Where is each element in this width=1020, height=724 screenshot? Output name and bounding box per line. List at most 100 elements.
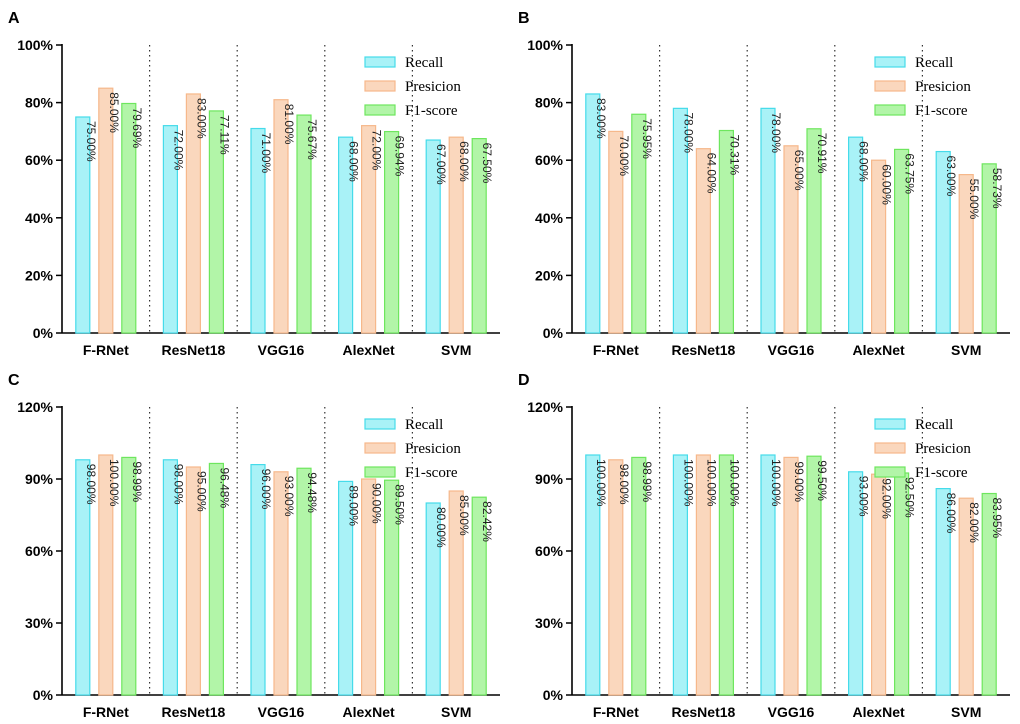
category-label: VGG16: [768, 342, 815, 358]
bar-recall: [672, 107, 688, 334]
category-label: SVM: [441, 342, 471, 358]
data-label: 55.00%: [967, 179, 981, 220]
y-tick-label: 30%: [535, 615, 564, 631]
category-label: F-RNet: [593, 342, 639, 358]
panel-label: A: [8, 10, 20, 27]
category-label: ResNet18: [161, 342, 225, 358]
bar-recall: [250, 127, 266, 334]
data-label: 99.00%: [792, 461, 806, 502]
data-label: 70.00%: [617, 135, 631, 176]
data-label: 93.00%: [282, 476, 296, 517]
data-label: 98.00%: [617, 464, 631, 505]
data-label: 89.50%: [393, 484, 407, 525]
data-label: 100.00%: [594, 459, 608, 507]
legend-label: F1-score: [405, 103, 458, 119]
bar-recall: [760, 107, 776, 334]
bar-f1-score: [631, 113, 647, 334]
legend-swatch: [874, 418, 906, 430]
legend-swatch: [874, 80, 906, 92]
bar-presicion: [783, 145, 799, 334]
data-label: 58.73%: [990, 168, 1004, 209]
bar-presicion: [98, 454, 114, 696]
legend-label: Recall: [915, 55, 953, 71]
data-label: 70.91%: [815, 133, 829, 174]
data-label: 100.00%: [107, 459, 121, 507]
data-label: 63.00%: [944, 156, 958, 197]
legend-swatch: [874, 104, 906, 116]
data-label: 68.00%: [857, 141, 871, 182]
data-label: 69.94%: [393, 136, 407, 177]
data-label: 89.00%: [347, 485, 361, 526]
bar-presicion: [695, 148, 711, 334]
data-label: 83.95%: [990, 498, 1004, 539]
bar-f1-score: [981, 163, 997, 334]
category-label: VGG16: [258, 704, 305, 720]
data-label: 68.00%: [457, 141, 471, 182]
data-label: 67.00%: [434, 144, 448, 185]
data-label: 78.00%: [681, 112, 695, 153]
legend-swatch: [364, 104, 396, 116]
y-tick-label: 120%: [17, 399, 53, 415]
bar-f1-score: [718, 454, 734, 696]
data-label: 83.00%: [194, 98, 208, 139]
legend-label: F1-score: [405, 465, 458, 481]
y-tick-label: 120%: [527, 399, 563, 415]
y-tick-label: 90%: [25, 471, 54, 487]
bar-recall: [848, 471, 864, 696]
bar-presicion: [273, 99, 289, 334]
y-tick-label: 80%: [535, 95, 564, 111]
y-tick-label: 40%: [25, 210, 54, 226]
bar-recall: [338, 480, 354, 696]
bar-presicion: [958, 497, 974, 696]
y-tick-label: 0%: [543, 325, 564, 341]
bar-f1-score: [121, 456, 137, 696]
legend-label: Presicion: [915, 79, 971, 95]
data-label: 64.00%: [704, 153, 718, 194]
legend-swatch: [364, 442, 396, 454]
y-tick-label: 40%: [535, 210, 564, 226]
category-label: ResNet18: [671, 342, 735, 358]
data-label: 90.00%: [370, 483, 384, 524]
bar-f1-score: [806, 455, 822, 696]
legend-swatch: [364, 56, 396, 68]
legend-label: Presicion: [405, 441, 461, 457]
data-label: 78.00%: [769, 112, 783, 153]
bar-f1-score: [631, 456, 647, 696]
bar-presicion: [448, 136, 464, 334]
data-label: 65.00%: [792, 150, 806, 191]
data-label: 79.69%: [130, 107, 144, 148]
chart-svg: B 0% 20% 40% 60% 80% 100% 83.00% 70.00% 75.95% F-R…: [518, 10, 1010, 358]
chart-panel-b: B 0% 20% 40% 60% 80% 100% 83.00% 70.00% 75.95% F-R…: [510, 0, 1020, 362]
bar-recall: [75, 459, 91, 696]
y-tick-label: 60%: [25, 543, 54, 559]
data-label: 82.42%: [480, 501, 494, 542]
y-tick-label: 0%: [33, 687, 54, 703]
bar-f1-score: [471, 496, 487, 696]
legend-label: F1-score: [915, 103, 968, 119]
bar-recall: [935, 150, 951, 334]
data-label: 71.00%: [259, 133, 273, 174]
bar-f1-score: [296, 467, 312, 696]
data-label: 75.00%: [84, 121, 98, 162]
bar-presicion: [273, 471, 289, 696]
chart-panel-d: D 0% 30% 60% 90% 120% 100.00% 98.00% 98.99% F-RNe…: [510, 362, 1020, 724]
chart-svg: C 0% 30% 60% 90% 120% 98.00% 100.00% 98.99% F-RNe…: [8, 372, 500, 720]
bar-presicion: [608, 459, 624, 696]
y-tick-label: 80%: [25, 95, 54, 111]
data-label: 63.75%: [903, 153, 917, 194]
y-tick-label: 0%: [33, 325, 54, 341]
data-label: 98.00%: [171, 464, 185, 505]
bar-recall: [935, 487, 951, 696]
data-label: 75.95%: [640, 118, 654, 159]
data-label: 100.00%: [704, 459, 718, 507]
bar-f1-score: [718, 129, 734, 334]
data-label: 96.48%: [217, 467, 231, 508]
category-label: F-RNet: [83, 704, 129, 720]
data-label: 72.00%: [171, 130, 185, 171]
y-tick-label: 20%: [535, 267, 564, 283]
bar-recall: [338, 136, 354, 334]
category-label: F-RNet: [593, 704, 639, 720]
category-label: VGG16: [258, 342, 305, 358]
chart-panel-c: C 0% 30% 60% 90% 120% 98.00% 100.00% 98.99% F-RNe…: [0, 362, 510, 724]
